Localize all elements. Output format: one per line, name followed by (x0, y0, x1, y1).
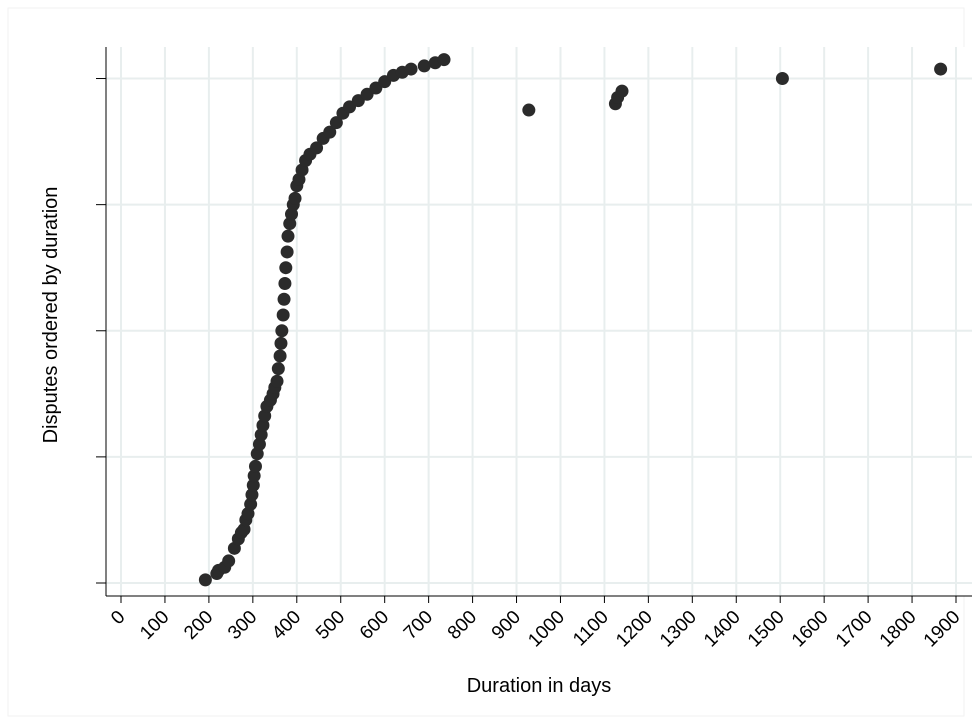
data-point (279, 261, 293, 275)
data-point (275, 324, 289, 338)
data-point (273, 349, 287, 363)
y-axis-label: Disputes ordered by duration (40, 187, 62, 444)
data-point (247, 469, 261, 483)
plot-area (106, 47, 972, 596)
data-point (437, 53, 451, 67)
data-point (274, 336, 288, 350)
data-point (271, 362, 285, 376)
data-point (198, 573, 212, 587)
data-point (288, 191, 302, 205)
y-axis-ticks (96, 78, 106, 584)
data-point (270, 374, 284, 388)
data-point (310, 141, 324, 155)
data-point (281, 229, 295, 243)
x-axis-label: Duration in days (467, 675, 612, 697)
data-point (522, 103, 536, 117)
data-point (417, 59, 431, 73)
data-point (329, 116, 343, 130)
data-point (615, 84, 629, 98)
data-point (276, 308, 290, 322)
axes (105, 47, 972, 597)
data-point (323, 125, 337, 139)
data-point (222, 554, 236, 568)
data-points (198, 53, 948, 587)
data-point (280, 245, 294, 259)
data-point (277, 292, 291, 306)
data-point (404, 62, 418, 76)
data-point (278, 276, 292, 290)
data-point (934, 62, 948, 76)
data-point (244, 497, 258, 511)
data-point (248, 459, 262, 473)
data-point (775, 72, 789, 86)
data-point (245, 488, 259, 502)
grid-lines (106, 47, 972, 596)
data-point (246, 478, 260, 492)
